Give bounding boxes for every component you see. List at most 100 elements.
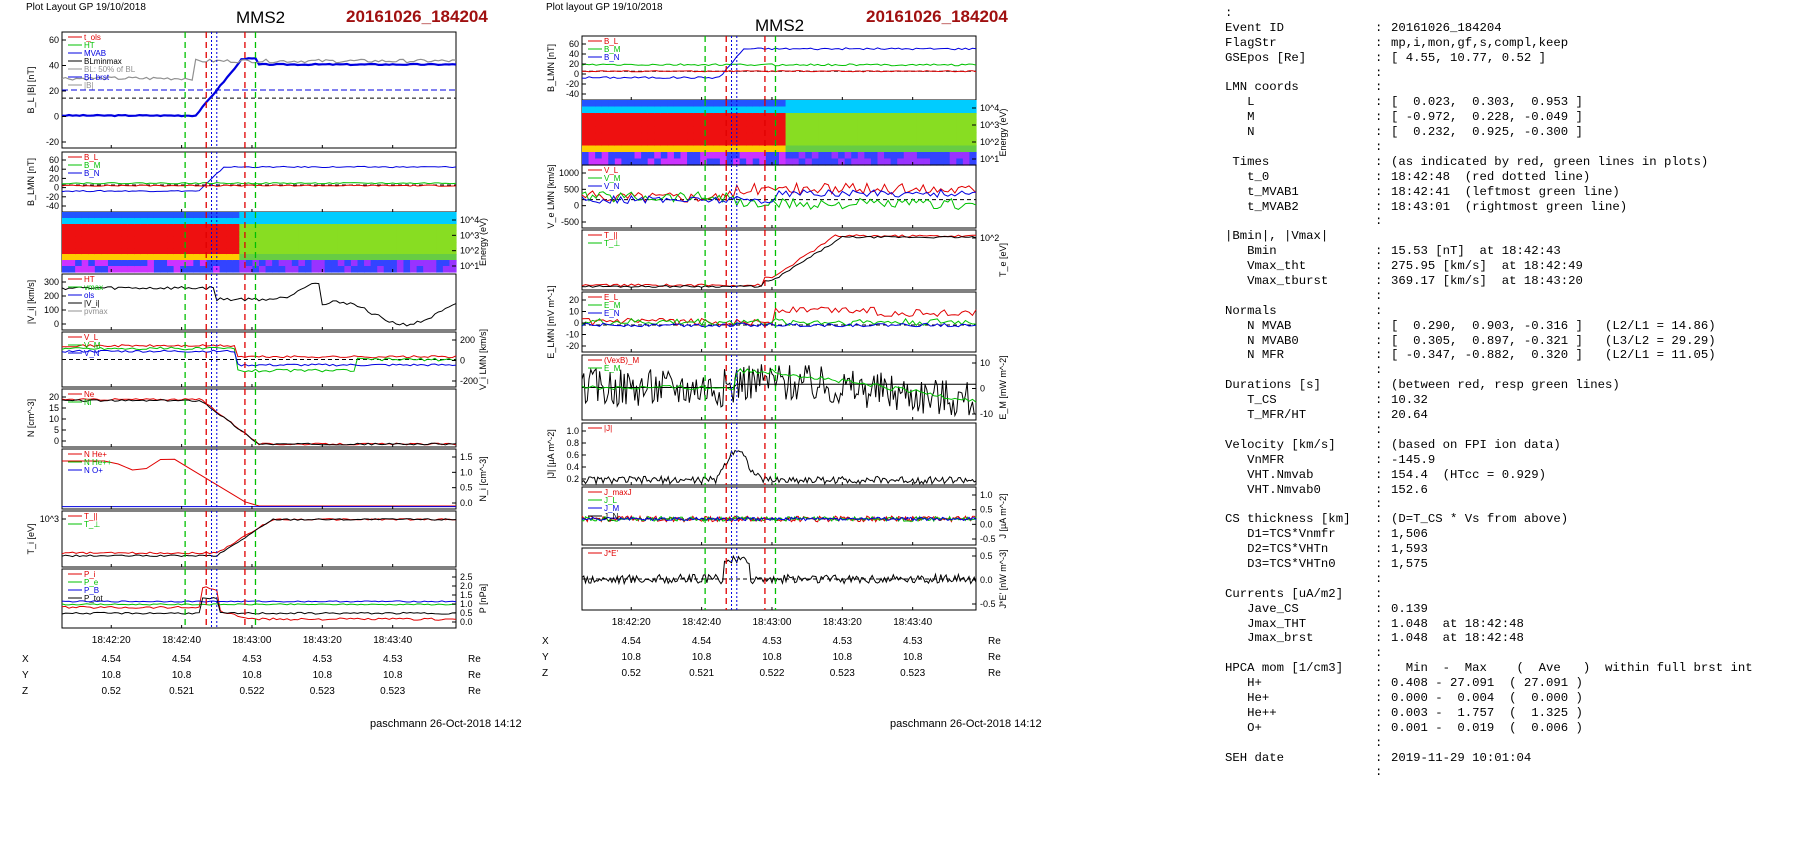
summary-colon: : (1375, 288, 1383, 303)
spectrogram-cell (719, 126, 728, 134)
spectrogram-cell (647, 100, 655, 108)
y-tick-label: 1000 (559, 168, 579, 178)
legend-label: B_M (604, 45, 621, 54)
spectrogram-cell (219, 254, 227, 261)
bl-series (61, 165, 457, 193)
summary-line: L:[ 0.023, 0.303, 0.953 ] (1225, 95, 1800, 110)
y-tick-label: 40 (49, 61, 59, 71)
pe-series (61, 603, 457, 606)
summary-colon: : (1375, 422, 1383, 437)
spectrogram-cell (239, 218, 247, 225)
spectrogram-cell (239, 260, 247, 267)
spectrogram-cell (792, 145, 800, 153)
spectrogram-cell (114, 260, 122, 267)
spectrogram-cell (831, 100, 839, 108)
spectrogram-cell (423, 212, 431, 219)
coord-label: Y (542, 652, 549, 663)
em-series (581, 317, 976, 327)
spectrogram-cell (416, 266, 424, 273)
spectrogram-cell (245, 254, 254, 261)
summary-value: 0.139 (1391, 601, 1428, 616)
spectrogram-cell (199, 242, 208, 249)
spectrogram-cell (746, 113, 754, 121)
spectrogram-cell (588, 113, 596, 121)
summary-colon: : (1375, 586, 1383, 601)
spectrogram-cell (331, 230, 339, 237)
spectrogram-cell (726, 113, 734, 121)
spectrogram-cell (298, 242, 306, 249)
spectrogram-cell (838, 139, 846, 147)
bn-series (61, 184, 457, 187)
spectrogram-cell (291, 230, 299, 237)
spectrogram-cell (588, 158, 596, 166)
spectrogram-cell (772, 132, 780, 140)
spectrogram-cell (779, 106, 787, 114)
spectrogram-cell (298, 260, 306, 267)
summary-key: HPCA mom [1/cm3] (1225, 661, 1344, 676)
spectrogram-cell (654, 152, 662, 160)
spectrogram-cell (285, 248, 293, 255)
spectrogram-cell (127, 212, 135, 219)
summary-line: : (1225, 6, 1800, 21)
spectrogram-cell (792, 113, 800, 121)
spectrogram-cell (943, 145, 951, 153)
spectrogram-cell (311, 218, 319, 225)
summary-value: 20161026_184204 (1391, 20, 1502, 35)
spectrogram-cell (654, 113, 662, 121)
spectrogram-cell (272, 236, 280, 243)
spectrogram-cell (298, 224, 306, 231)
spectrogram-cell (962, 139, 971, 147)
spectrogram-cell (765, 106, 774, 114)
summary-colon: : (1375, 705, 1383, 720)
vexb-noise-series (581, 364, 977, 418)
ptot-series (61, 597, 457, 615)
spectrogram-cell (429, 218, 437, 225)
spectrogram-cell (851, 126, 859, 134)
spectrogram-cell (627, 145, 636, 153)
coord-value: 0.521 (169, 686, 194, 697)
spectrogram-cell (601, 126, 609, 134)
spectrogram-cell (331, 266, 339, 273)
spectrogram-cell (304, 236, 313, 243)
y-tick-label: -500 (561, 217, 579, 227)
summary-line: : (1225, 736, 1800, 751)
spectrogram-cell (239, 236, 247, 243)
spectrogram-cell (291, 242, 299, 249)
spectrogram-cell (608, 119, 616, 127)
summary-key: N MVAB0 (1225, 333, 1299, 348)
spectrogram-cell (969, 145, 977, 153)
spectrogram-cell (884, 100, 892, 108)
spectrogram-cell (772, 113, 780, 121)
spectrogram-cell (805, 113, 813, 121)
legend-label: V_N (84, 349, 100, 358)
x-tick-label: 18:43:40 (893, 617, 932, 628)
y-tick-label: 0 (980, 384, 985, 394)
spectrogram-cell (331, 242, 339, 249)
y-tick-label: 10^3 (40, 514, 59, 524)
spectrogram-cell (582, 106, 590, 114)
spectrogram-cell (647, 145, 655, 153)
summary-value: (based on FPI ion data) (1391, 437, 1561, 452)
spectrogram-cell (739, 152, 747, 160)
spectrogram-cell (916, 100, 925, 108)
spectrogram-cell (370, 242, 378, 249)
spectrogram-cell (890, 152, 898, 160)
spectrogram-cell (805, 106, 813, 114)
spectrogram-cell (245, 230, 254, 237)
spectrogram-cell (621, 106, 629, 114)
spectrogram-cell (107, 212, 116, 219)
spectrogram-cell (173, 260, 181, 267)
y-tick-label: 0 (574, 69, 579, 79)
spectrogram-cell (956, 106, 964, 114)
spectrogram-cell (621, 113, 629, 121)
spectrogram-cell (818, 106, 826, 114)
spectrogram-cell (752, 106, 760, 114)
spectrogram-cell (107, 236, 116, 243)
spectrogram-cell (331, 236, 339, 243)
spectrogram-cell (614, 119, 622, 127)
spectrogram-cell (449, 260, 457, 267)
spectrogram-cell (449, 224, 457, 231)
spectrogram-cell (285, 254, 293, 261)
spectrogram-cell (923, 126, 931, 134)
spectrogram-cell (627, 113, 636, 121)
